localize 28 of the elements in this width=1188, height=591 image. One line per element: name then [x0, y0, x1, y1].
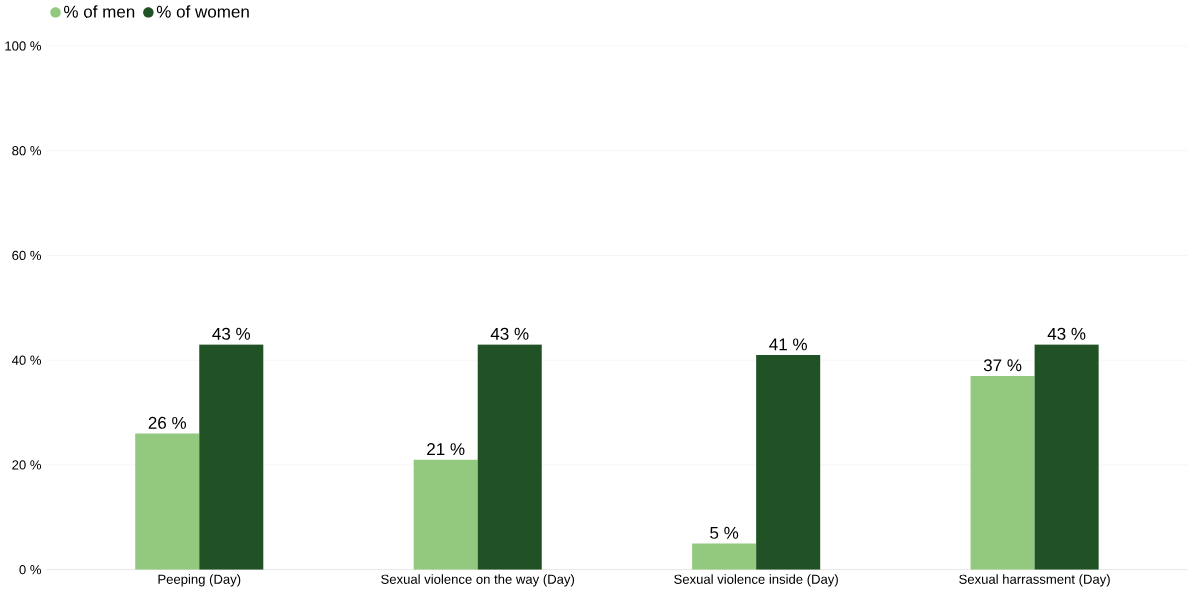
x-tick-label: Peeping (Day) — [158, 574, 241, 587]
bar — [413, 459, 478, 570]
legend-label: % of women — [156, 5, 249, 18]
data-label: 43 % — [490, 327, 529, 340]
y-tick-label: 40 % — [11, 355, 42, 365]
bar — [135, 433, 200, 570]
data-label: 21 % — [427, 443, 465, 456]
y-tick-label: 20 % — [12, 460, 42, 470]
y-tick-label: 0 % — [19, 565, 42, 575]
data-label: 43 % — [212, 327, 251, 340]
bar — [756, 355, 821, 570]
bar — [199, 344, 264, 570]
data-label: 26 % — [148, 416, 187, 429]
bar — [970, 375, 1035, 570]
x-tick-label: Sexual harrassment (Day) — [959, 574, 1110, 587]
bar — [477, 344, 542, 570]
y-tick-label: 100 % — [5, 41, 42, 51]
data-label: 5 % — [710, 526, 739, 539]
data-label: 41 % — [769, 338, 807, 351]
legend-label: % of men — [64, 5, 135, 18]
bar — [692, 543, 757, 570]
y-tick-label: 60 % — [12, 250, 42, 261]
data-label: 37 % — [983, 359, 1022, 372]
x-tick-label: Sexual violence inside (Day) — [674, 574, 838, 587]
x-tick-label: Sexual violence on the way (Day) — [381, 574, 575, 587]
data-label: 43 % — [1047, 327, 1086, 340]
bar — [1034, 344, 1099, 570]
y-tick-label: 80 % — [12, 146, 42, 156]
